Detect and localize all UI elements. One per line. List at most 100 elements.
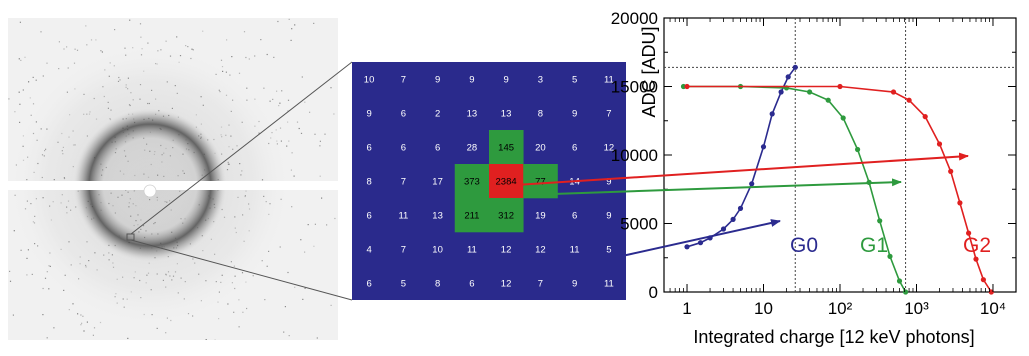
data-point-g2 <box>684 83 690 90</box>
speckle <box>314 223 316 225</box>
data-point-g1 <box>840 115 846 121</box>
y-axis-label: ADC [ADU] <box>639 26 659 117</box>
pixel-value: 145 <box>498 143 514 154</box>
pixel-value: 12 <box>604 143 615 154</box>
pixel-value: 8 <box>366 177 371 188</box>
speckle <box>313 22 315 24</box>
pixel-value: 11 <box>398 211 408 222</box>
data-point-g2 <box>948 168 954 174</box>
speckle <box>114 29 116 31</box>
pixel-cell-highlight <box>523 164 558 199</box>
x-tick-label: 10 <box>754 299 773 318</box>
pixel-value: 12 <box>535 245 546 256</box>
speckle <box>330 304 332 306</box>
speckle <box>32 76 34 78</box>
pixel-value: 312 <box>498 211 514 222</box>
zoom-region-marker <box>126 233 135 241</box>
y-tick-label: 5000 <box>620 215 658 234</box>
speckle <box>291 28 293 30</box>
x-tick-label: 1 <box>682 299 691 318</box>
speckle <box>298 127 300 130</box>
pixel-value: 3 <box>538 75 543 86</box>
speckle <box>9 280 12 282</box>
speckle <box>309 111 311 113</box>
data-point-g1 <box>825 97 831 103</box>
pixel-value: 8 <box>435 279 440 290</box>
speckle <box>139 23 142 25</box>
speckle <box>18 91 20 93</box>
speckle <box>288 335 290 337</box>
data-point-g1 <box>807 89 813 95</box>
data-point-g2 <box>906 97 912 103</box>
pixel-value: 6 <box>469 279 474 290</box>
data-point-g0 <box>684 244 690 250</box>
pixel-value: 28 <box>467 143 478 154</box>
speckle <box>276 90 278 92</box>
zoom-line-bottom <box>130 239 353 301</box>
speckle <box>46 62 48 64</box>
speckle <box>254 55 256 57</box>
speckle <box>334 217 336 220</box>
pixel-value: 7 <box>401 245 406 256</box>
speckle <box>129 19 131 21</box>
speckle <box>304 287 306 289</box>
speckle <box>46 337 48 339</box>
pixel-value: 6 <box>401 109 406 120</box>
series-label-g1: G1 <box>860 234 888 257</box>
x-tick-label: 10⁴ <box>980 299 1006 318</box>
speckle <box>19 21 21 23</box>
speckle <box>226 39 228 41</box>
speckle <box>9 270 11 272</box>
pixel-value: 5 <box>401 279 406 290</box>
arrow-blue <box>621 219 781 257</box>
data-point-g1 <box>896 278 903 284</box>
speckle <box>243 31 246 33</box>
pixel-value: 9 <box>572 109 577 120</box>
speckle <box>202 30 204 32</box>
speckle <box>278 105 280 107</box>
speckle <box>12 314 14 316</box>
speckle <box>35 79 37 81</box>
y-tick-label: 10000 <box>611 146 658 165</box>
pixel-value: 9 <box>435 75 440 86</box>
speckle <box>326 224 328 226</box>
speckle <box>92 334 94 336</box>
speckle <box>205 339 207 340</box>
speckle <box>260 39 262 41</box>
data-point-g0 <box>769 111 775 117</box>
speckle <box>319 145 321 147</box>
pixel-value: 19 <box>535 211 546 222</box>
data-point-g2 <box>922 114 928 120</box>
pixel-cell-highlight <box>489 130 524 165</box>
data-point-g0 <box>697 240 704 246</box>
speckle <box>245 56 247 59</box>
gain-chart: 0 5000 10000 15000 20000 1 10 10² 10³ 10⁴ ADC [AD… <box>611 9 1017 347</box>
speckle <box>283 331 285 333</box>
detector-gap <box>8 181 338 190</box>
speckle <box>233 311 235 313</box>
speckle <box>316 337 318 339</box>
data-point-g2 <box>973 256 979 262</box>
series-label-g0: G0 <box>790 234 818 257</box>
speckle <box>314 133 316 135</box>
speckle <box>40 31 42 33</box>
x-tick-label: 10² <box>828 299 853 318</box>
pixel-value: 13 <box>501 109 512 120</box>
data-point-g0 <box>749 181 755 187</box>
pixel-value: 9 <box>366 109 371 120</box>
arrow-red <box>499 152 969 187</box>
pixel-value: 13 <box>432 211 443 222</box>
speckle <box>90 39 93 41</box>
speckle <box>284 306 286 308</box>
arrow-green <box>552 178 902 195</box>
speckle <box>127 337 129 339</box>
pixel-value: 6 <box>401 143 406 154</box>
speckle <box>58 41 60 43</box>
speckle <box>300 132 303 134</box>
speckle <box>93 327 96 329</box>
pixel-value: 11 <box>570 245 580 256</box>
speckle <box>19 103 21 105</box>
series-line-g1 <box>683 85 907 293</box>
speckle <box>313 245 315 247</box>
